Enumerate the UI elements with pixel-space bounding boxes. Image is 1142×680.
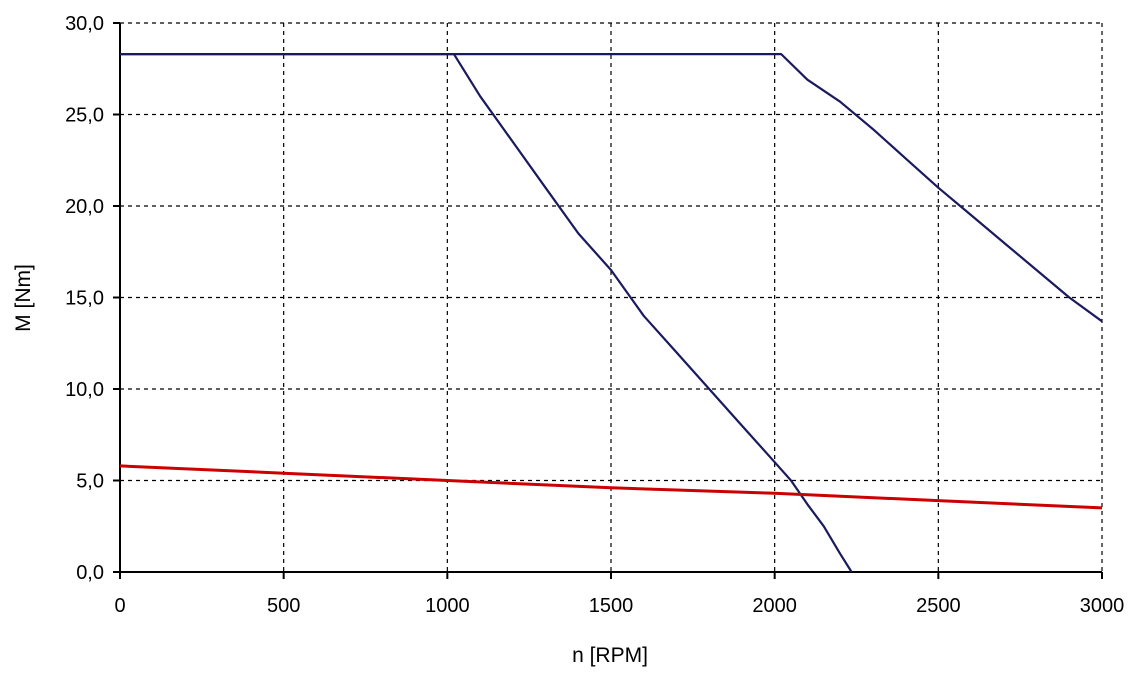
y-tick-label: 30,0 [65, 13, 104, 35]
y-tick-label: 5,0 [76, 471, 104, 493]
y-tick-label: 10,0 [65, 379, 104, 401]
series-line-1 [120, 52, 853, 573]
x-tick-label: 2500 [916, 595, 961, 617]
x-tick-label: 1000 [425, 595, 470, 617]
x-tick-label: 0 [114, 595, 125, 617]
x-tick-label: 3000 [1080, 595, 1125, 617]
series-line-3 [119, 464, 1103, 510]
x-tick-label: 1500 [589, 595, 634, 617]
y-axis-title: M [Nm] [12, 264, 35, 332]
x-tick-label: 500 [267, 595, 300, 617]
y-tick-label: 0,0 [76, 562, 104, 584]
x-axis-title: n [RPM] [572, 644, 648, 667]
y-tick-label: 25,0 [65, 105, 104, 127]
y-tick-label: 15,0 [65, 288, 104, 310]
series-line-2 [120, 52, 1103, 323]
x-tick-label: 2000 [752, 595, 797, 617]
y-tick-label: 20,0 [65, 196, 104, 218]
